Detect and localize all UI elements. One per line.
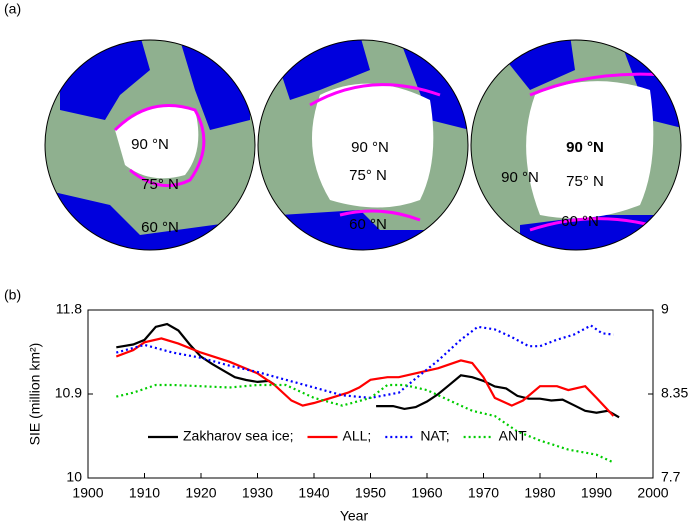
x-tick-label: 1950 bbox=[355, 485, 386, 501]
y-tick-label: 10 bbox=[66, 469, 82, 485]
map-label: 60 °N bbox=[141, 219, 179, 236]
legend-label: ALL; bbox=[343, 428, 372, 444]
y2-tick-label: 7.7 bbox=[661, 469, 681, 485]
x-tick-label: 1980 bbox=[524, 485, 555, 501]
y-axis-label: SIE (million km²) bbox=[27, 343, 43, 446]
map-label: 90 °N bbox=[131, 136, 169, 153]
map-label: 75° N bbox=[141, 176, 179, 193]
map-label: 90 °N bbox=[351, 139, 389, 156]
map-border bbox=[44, 39, 256, 251]
map bbox=[45, 40, 255, 250]
x-axis-label: Year bbox=[340, 508, 369, 524]
map-border bbox=[470, 39, 682, 251]
x-tick-label: 1970 bbox=[468, 485, 499, 501]
x-tick-label: 2000 bbox=[637, 485, 668, 501]
x-tick-label: 1940 bbox=[298, 485, 329, 501]
y2-tick-label: 8.35 bbox=[661, 385, 688, 401]
legend-label: NAT; bbox=[420, 428, 449, 444]
y2-tick-label: 9 bbox=[661, 301, 669, 317]
legend-label: ANT bbox=[499, 428, 527, 444]
data-line bbox=[116, 383, 614, 464]
x-tick-label: 1910 bbox=[129, 485, 160, 501]
map-label: 60 °N bbox=[561, 213, 599, 230]
x-tick-label: 1920 bbox=[185, 485, 216, 501]
map-label: 90 °N bbox=[566, 139, 604, 156]
y-tick-label: 11.8 bbox=[56, 301, 82, 317]
data-line bbox=[116, 322, 620, 419]
x-tick-label: 1990 bbox=[581, 485, 612, 501]
map-label: 75° N bbox=[566, 173, 604, 190]
panel-label: (b) bbox=[4, 287, 21, 303]
map bbox=[258, 40, 468, 250]
data-line bbox=[115, 337, 615, 417]
map-label: 75° N bbox=[349, 167, 387, 184]
map-label: 90 °N bbox=[501, 169, 539, 186]
y-tick-label: 10.9 bbox=[55, 385, 82, 401]
map bbox=[471, 40, 681, 250]
x-tick-label: 1960 bbox=[411, 485, 442, 501]
panel-label: (a) bbox=[4, 1, 21, 17]
data-line bbox=[116, 324, 614, 400]
legend-label: Zakharov sea ice; bbox=[183, 428, 294, 444]
map-border bbox=[257, 39, 469, 251]
x-tick-label: 1900 bbox=[72, 485, 103, 501]
x-tick-label: 1930 bbox=[242, 485, 273, 501]
map-label: 60 °N bbox=[349, 216, 387, 233]
